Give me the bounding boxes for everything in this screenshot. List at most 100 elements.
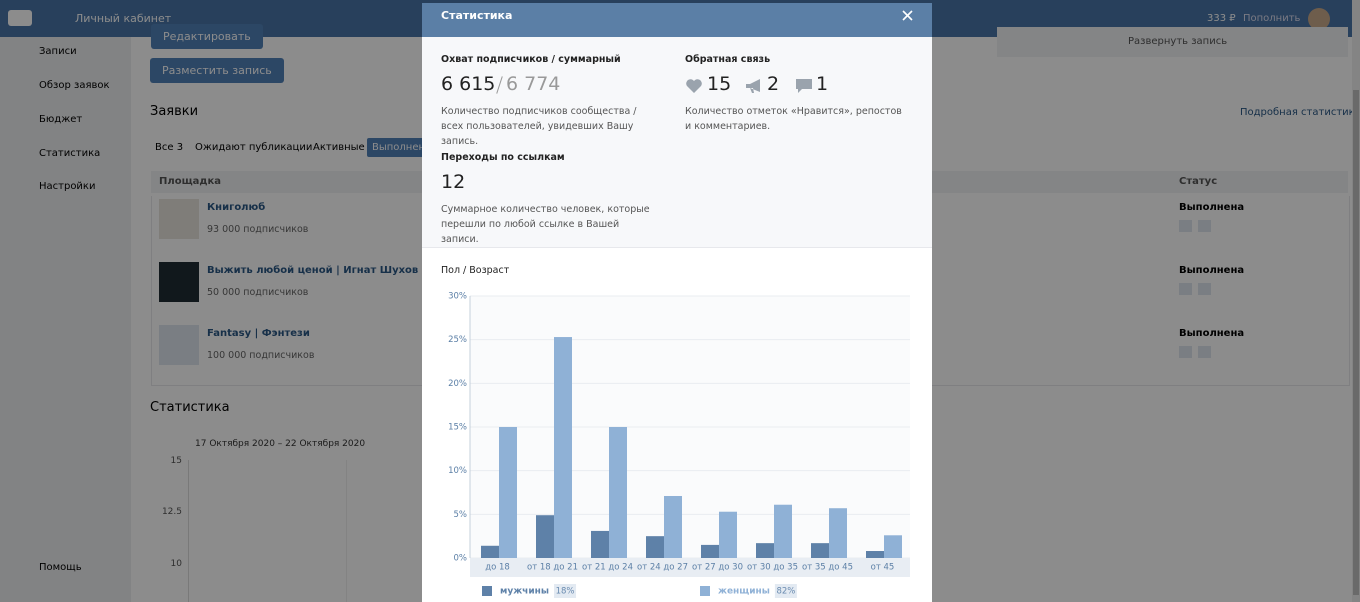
close-button[interactable] xyxy=(902,10,913,21)
menu-item[interactable]: Обзор заявок xyxy=(39,80,110,91)
avatar[interactable] xyxy=(1308,8,1330,30)
scrollbar[interactable] xyxy=(1352,0,1360,602)
bar xyxy=(591,530,609,558)
reach-label: Охват подписчиков / суммарный xyxy=(441,54,621,65)
site-name[interactable]: Книголюб xyxy=(207,202,266,213)
like-icon xyxy=(686,79,702,93)
bar xyxy=(554,337,572,558)
expand-post[interactable]: Развернуть запись xyxy=(1128,36,1228,47)
site-name[interactable]: Выжить любой ценой | Игнат Шухов ... xyxy=(207,265,434,276)
bar xyxy=(536,515,554,558)
stats-period: 17 Октября 2020 – 22 Октября 2020 xyxy=(195,439,366,449)
action-icon[interactable] xyxy=(1198,220,1211,232)
x-tick-label: до 18 xyxy=(485,563,510,573)
menu-item[interactable]: Помощь xyxy=(39,562,82,573)
section-title: Статистика xyxy=(150,400,230,415)
action-icon[interactable] xyxy=(1179,220,1192,232)
bar xyxy=(646,536,664,558)
likes: 15 xyxy=(707,73,732,95)
tab[interactable]: Ожидают публикации xyxy=(195,142,313,153)
tab[interactable]: Все 3 xyxy=(155,142,184,153)
thumbnail[interactable] xyxy=(159,199,199,239)
x-tick-label: от 30 до 35 xyxy=(747,563,798,573)
action-icon[interactable] xyxy=(1179,346,1192,358)
modal: Статистика Охват подписчиков / суммарный… xyxy=(422,3,932,602)
clicks-value: 12 xyxy=(441,171,466,193)
feedback-label: Обратная связь xyxy=(685,54,771,65)
bar xyxy=(719,511,737,558)
legend-swatch[interactable] xyxy=(482,586,492,596)
detailed-stats[interactable]: Подробная статистика xyxy=(1240,107,1360,118)
bar xyxy=(701,544,719,558)
section-title: Заявки xyxy=(150,104,199,119)
bg-axis xyxy=(188,460,189,602)
modal-title: Статистика xyxy=(441,9,513,22)
y-tick-label: 10% xyxy=(448,466,467,476)
bg-grid xyxy=(346,460,347,602)
bar xyxy=(866,551,884,558)
post-button[interactable]: Разместить запись xyxy=(150,58,284,83)
y-tick-label: 0% xyxy=(454,554,468,564)
y-tick-label: 15% xyxy=(448,423,467,433)
thumbnail[interactable] xyxy=(159,325,199,365)
bar xyxy=(756,543,774,558)
summary xyxy=(422,37,932,248)
reach-subscribers: 6 615 xyxy=(441,73,496,95)
logo[interactable] xyxy=(8,10,32,26)
bg-y-tick: 12.5 xyxy=(161,507,182,517)
site-name[interactable]: Fantasy | Фэнтези xyxy=(207,328,310,339)
top-up[interactable]: Пополнить xyxy=(1243,13,1301,24)
comments: 1 xyxy=(816,73,829,95)
x-tick-label: от 35 до 45 xyxy=(802,563,853,573)
legend-label[interactable]: мужчины xyxy=(500,587,549,597)
bg-y-tick: 10 xyxy=(170,559,182,569)
menu-item[interactable]: Бюджет xyxy=(39,114,83,125)
action-icon[interactable] xyxy=(1198,346,1211,358)
action-icon[interactable] xyxy=(1198,283,1211,295)
bar xyxy=(609,427,627,558)
comment-icon xyxy=(796,79,812,93)
y-tick-label: 25% xyxy=(448,335,467,345)
status: Выполнена xyxy=(1179,265,1245,276)
bar xyxy=(664,495,682,558)
x-axis-band xyxy=(470,558,910,577)
modal-header xyxy=(422,3,932,37)
menu-item[interactable]: Записи xyxy=(39,46,77,57)
bar xyxy=(774,504,792,558)
reposts: 2 xyxy=(767,73,780,95)
menu-item[interactable]: Статистика xyxy=(39,148,101,159)
chart-title: Пол / Возраст xyxy=(441,265,510,276)
header-title[interactable]: Личный кабинет xyxy=(75,12,172,25)
x-tick-label: от 45 xyxy=(871,563,895,573)
action-icon[interactable] xyxy=(1179,283,1192,295)
legend-label[interactable]: женщины xyxy=(718,587,770,597)
clicks-label: Переходы по ссылкам xyxy=(441,152,565,163)
y-tick-label: 5% xyxy=(454,510,468,520)
bar xyxy=(499,427,517,558)
bar xyxy=(884,535,902,558)
thumbnail[interactable] xyxy=(159,262,199,302)
menu-item[interactable]: Настройки xyxy=(39,181,96,192)
legend-swatch[interactable] xyxy=(700,586,710,596)
reach-total: 6 774 xyxy=(506,73,561,95)
column-header: Статус xyxy=(1179,176,1218,187)
subscribers: 100 000 подписчиков xyxy=(207,350,315,361)
repost-icon xyxy=(746,79,760,93)
expand-box[interactable] xyxy=(997,27,1348,57)
tab[interactable]: Активные xyxy=(313,142,365,153)
clicks-description: Суммарное количество человек, которые пе… xyxy=(441,204,650,245)
reach-description: Количество подписчиков сообщества / всех… xyxy=(441,106,637,147)
subscribers: 93 000 подписчиков xyxy=(207,224,309,235)
sidebar: Записи Обзор заявок Бюджет Статистика На… xyxy=(0,37,130,602)
feedback-description: Количество отметок «Нравится», репостов … xyxy=(685,106,902,132)
edit-button[interactable]: Редактировать xyxy=(151,24,263,49)
legend-share: 82% xyxy=(776,587,795,597)
bar xyxy=(829,508,847,558)
bar xyxy=(811,543,829,558)
status: Выполнена xyxy=(1179,328,1245,339)
legend-share-bg xyxy=(774,584,797,598)
legend-share: 18% xyxy=(556,587,575,597)
x-tick-label: от 21 до 24 xyxy=(582,563,633,573)
